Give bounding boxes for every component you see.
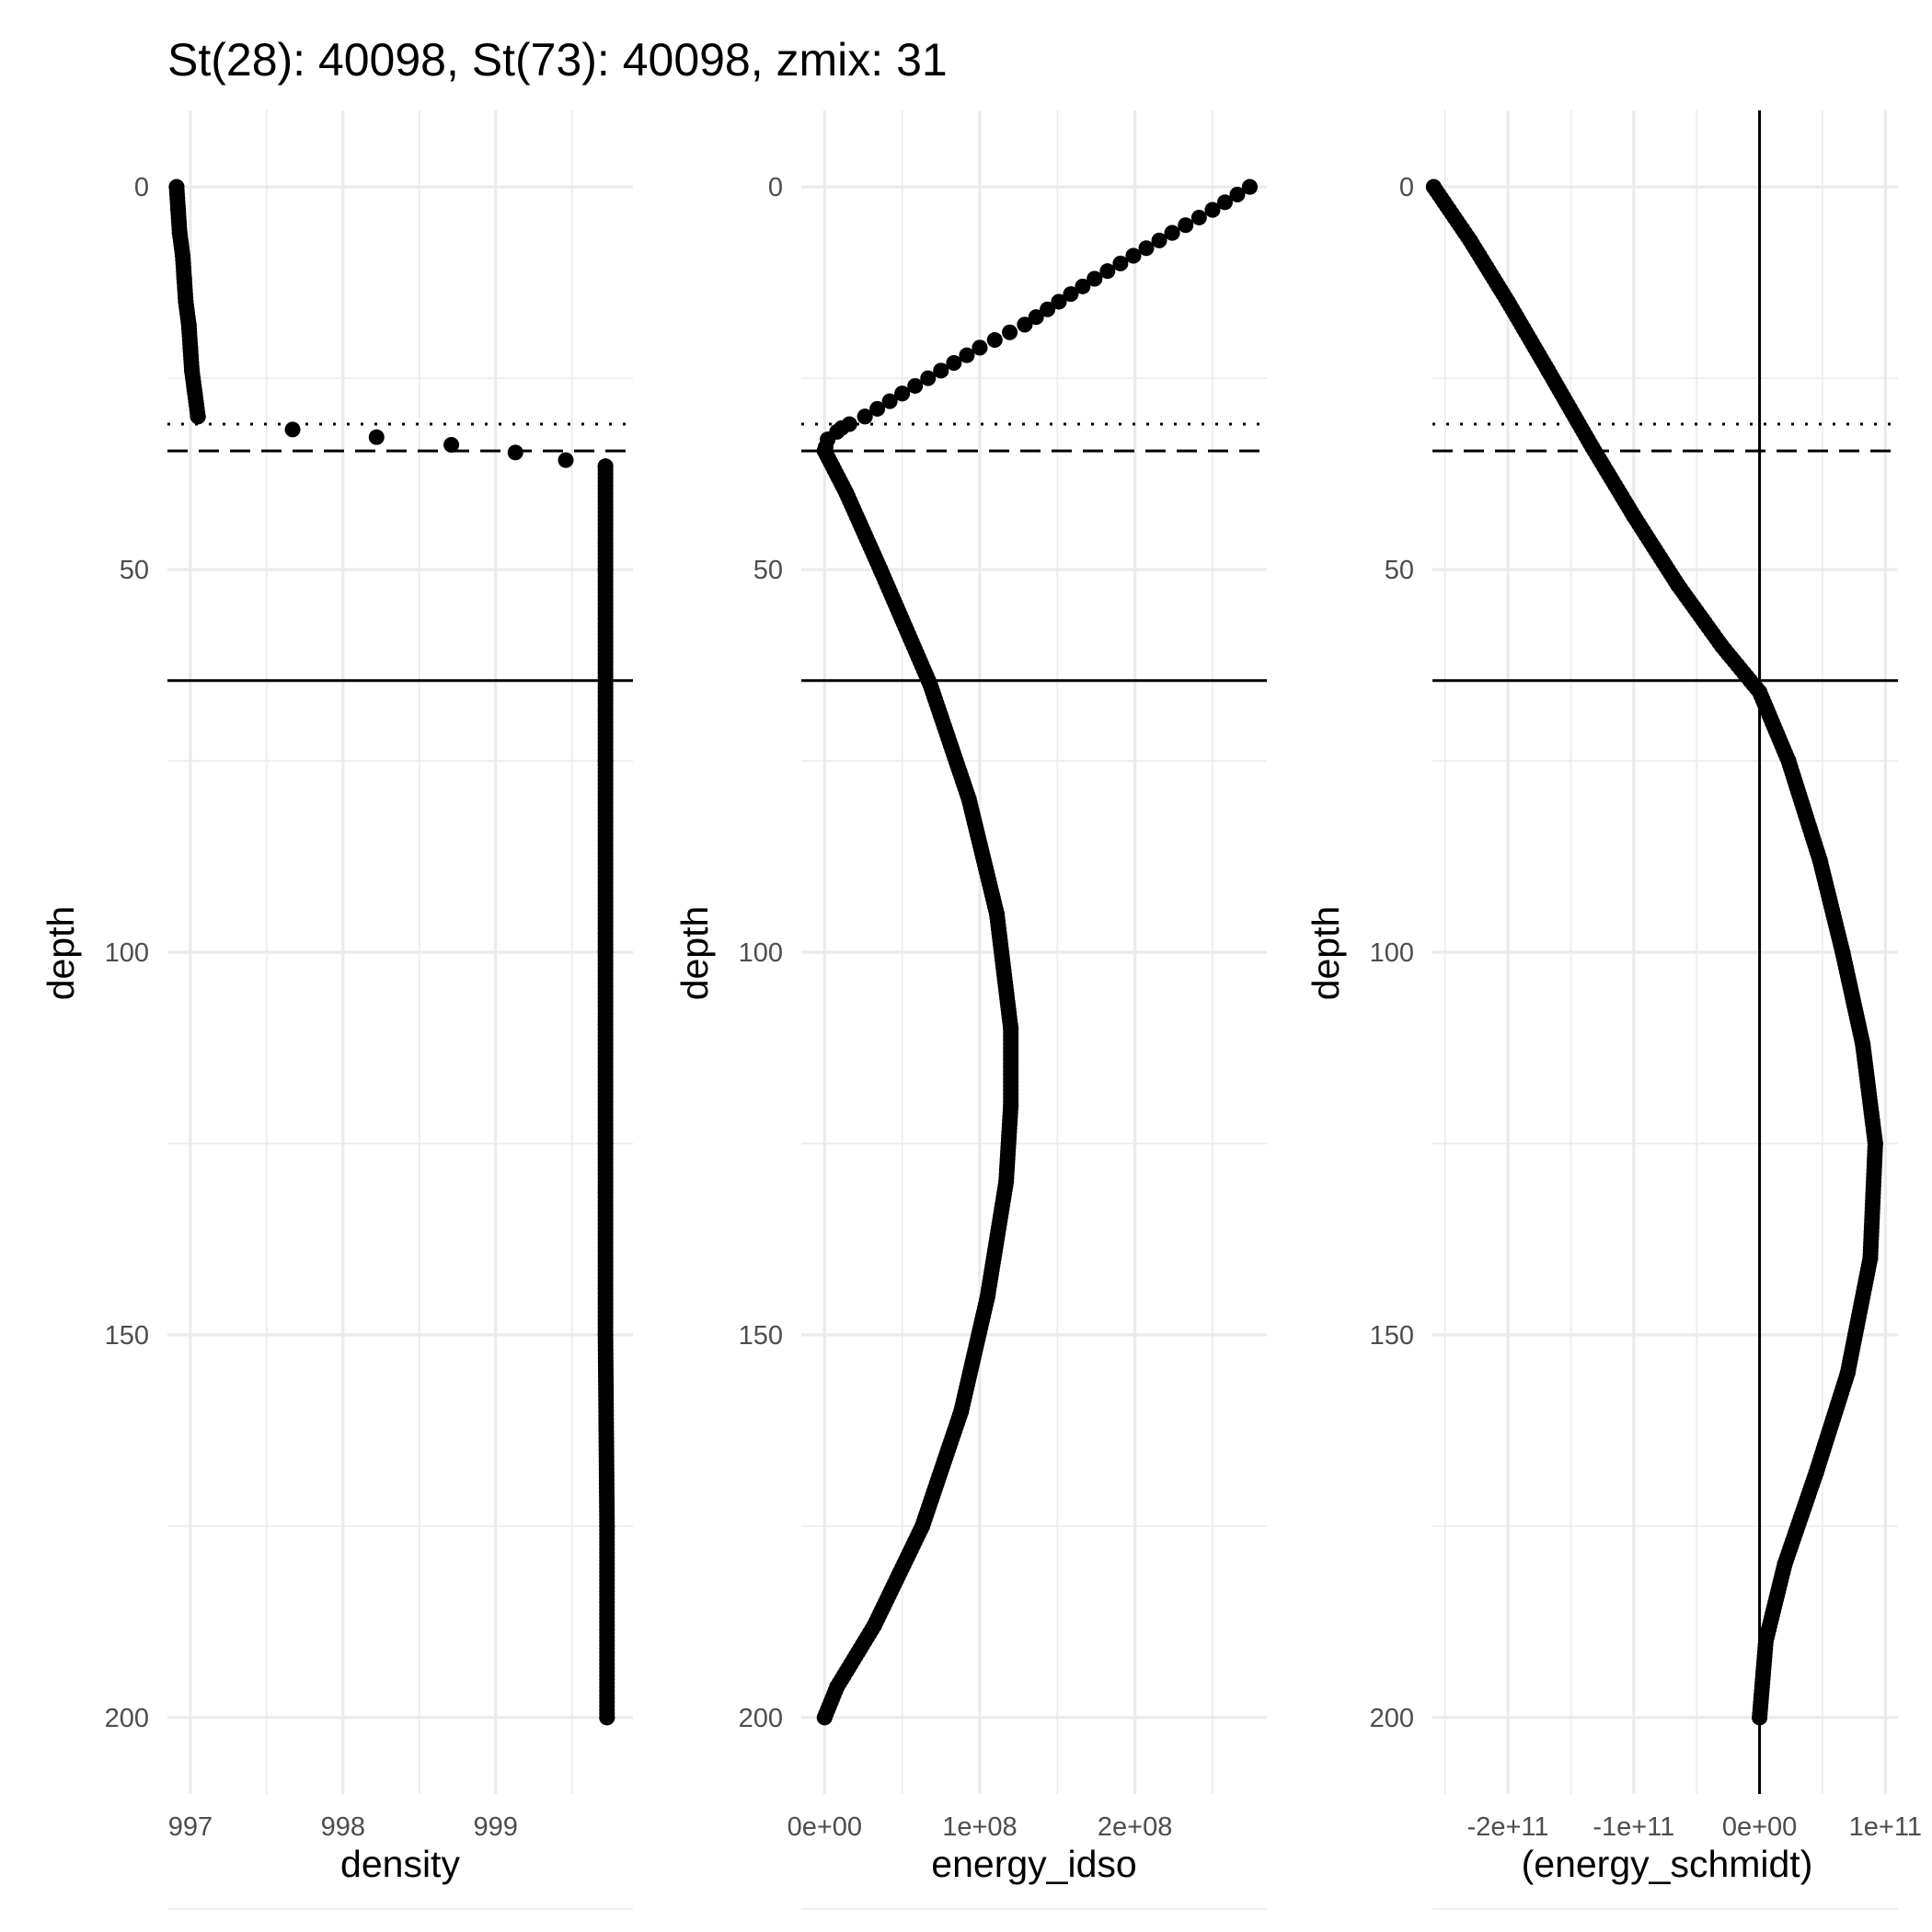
data-point [1241, 178, 1258, 195]
y-tick-label: 100 [1370, 938, 1414, 968]
x-tick-label: 999 [473, 1812, 517, 1842]
data-points [816, 178, 1258, 1726]
data-point [1164, 224, 1180, 241]
x-axis-title-energy-idso: energy_idso [931, 1843, 1136, 1885]
y-tick-label: 200 [105, 1704, 149, 1733]
x-tick-label: 997 [168, 1812, 213, 1842]
data-point [1138, 240, 1155, 257]
data-point [443, 437, 460, 454]
y-axis-title-depth: depth [1305, 906, 1347, 1001]
data-point [816, 1709, 833, 1726]
data-point [986, 332, 1003, 349]
data-point [946, 355, 962, 371]
x-axis-title-energy-schmidt: (energy_schmidt) [1522, 1843, 1813, 1885]
data-point [507, 444, 523, 461]
y-tick-label: 200 [739, 1704, 783, 1733]
y-tick-label: 100 [739, 938, 783, 968]
data-point [558, 452, 574, 468]
panel-density: density depth 0 50 100 150 200 997 998 999 [40, 110, 633, 1910]
data-point [933, 362, 949, 379]
data-points [168, 178, 615, 1726]
data-point [972, 339, 988, 356]
data-point [1204, 201, 1221, 218]
y-tick-label: 0 [134, 173, 149, 202]
data-point [881, 393, 898, 409]
x-tick-label: -1e+11 [1593, 1812, 1674, 1842]
data-point [920, 370, 937, 386]
x-tick-label: 0e+00 [1722, 1812, 1797, 1842]
x-tick-label: 1e+11 [1849, 1812, 1922, 1842]
x-tick-label: 0e+00 [788, 1812, 862, 1842]
y-tick-label: 150 [1370, 1321, 1414, 1351]
data-point [1087, 270, 1103, 287]
data-point [1229, 187, 1246, 202]
data-point [869, 400, 886, 417]
y-tick-label: 50 [120, 556, 149, 585]
y-tick-label: 150 [739, 1321, 783, 1351]
y-tick-label: 50 [753, 556, 783, 585]
chart-title: St(28): 40098, St(73): 40098, zmix: 31 [167, 34, 948, 86]
panel-energy-idso: energy_idso depth 0 50 100 150 200 0e+00 1e+08… [673, 110, 1267, 1910]
data-point [959, 347, 975, 363]
x-tick-label: 2e+08 [1098, 1812, 1172, 1842]
data-points [1425, 178, 1883, 1726]
data-point [1216, 194, 1233, 211]
x-axis-title-density: density [340, 1843, 460, 1885]
y-tick-label: 0 [768, 173, 783, 202]
data-point [1752, 1709, 1768, 1726]
y-tick-label: 200 [1370, 1704, 1414, 1733]
data-point [857, 408, 873, 425]
data-point [1017, 316, 1033, 333]
data-point [368, 429, 385, 445]
data-point [1075, 278, 1091, 294]
panel-energy-schmidt: (energy_schmidt) depth 0 50 100 150 200 -2e+1… [1305, 110, 1922, 1910]
data-point [599, 1709, 615, 1726]
data-point [1190, 209, 1207, 225]
y-axis-title-depth: depth [40, 906, 82, 1001]
x-tick-label: -2e+11 [1467, 1812, 1549, 1842]
x-tick-label: 998 [321, 1812, 365, 1842]
y-tick-label: 150 [105, 1321, 149, 1351]
y-tick-label: 0 [1399, 173, 1414, 202]
data-point [1051, 293, 1067, 310]
data-point [1178, 217, 1194, 234]
data-point [1002, 324, 1018, 340]
data-point [907, 377, 924, 394]
y-tick-label: 100 [105, 938, 149, 968]
y-axis-title-depth: depth [673, 906, 716, 1001]
data-point [1125, 247, 1142, 264]
data-point [284, 421, 301, 438]
data-point [1099, 263, 1116, 280]
data-point [1151, 232, 1167, 248]
data-point [190, 408, 206, 425]
data-point [1112, 255, 1129, 271]
data-point [894, 385, 911, 402]
data-point [1063, 286, 1079, 303]
data-point [1028, 309, 1044, 326]
data-point [841, 416, 857, 432]
data-point [1040, 301, 1056, 317]
y-tick-label: 50 [1385, 556, 1414, 585]
x-tick-label: 1e+08 [942, 1812, 1017, 1842]
